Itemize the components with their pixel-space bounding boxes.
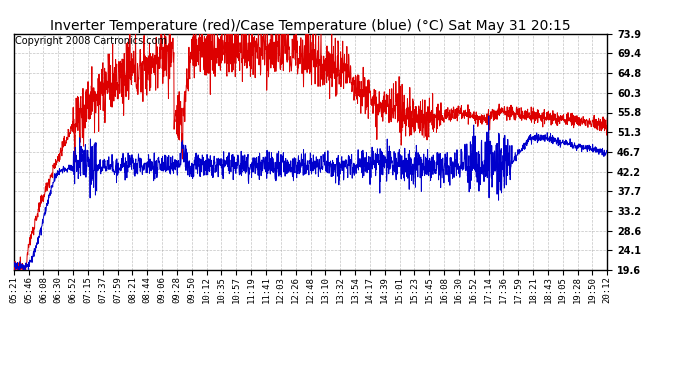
Text: Copyright 2008 Cartronics.com: Copyright 2008 Cartronics.com (15, 36, 167, 46)
Title: Inverter Temperature (red)/Case Temperature (blue) (°C) Sat May 31 20:15: Inverter Temperature (red)/Case Temperat… (50, 19, 571, 33)
